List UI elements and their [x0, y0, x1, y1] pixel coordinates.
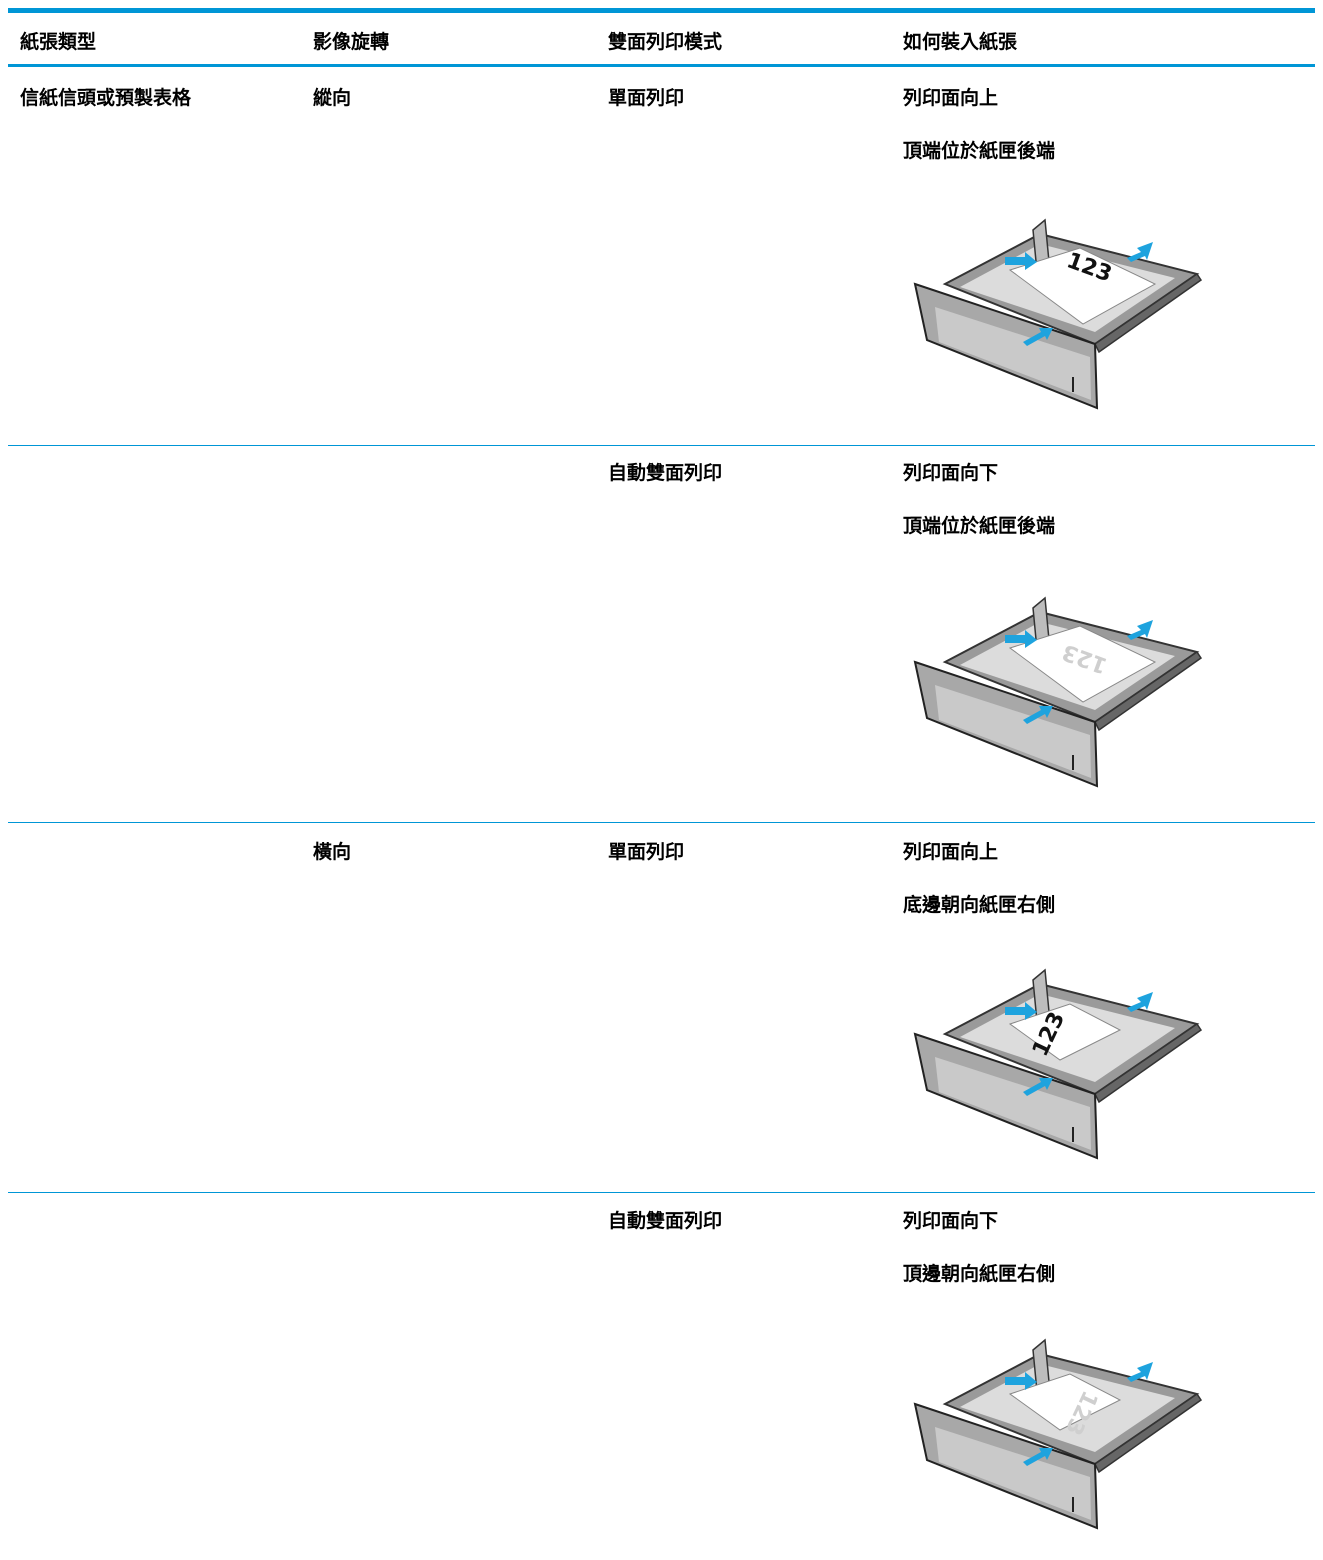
instruction: 底邊朝向紙匣右側: [903, 894, 1056, 916]
instruction: 頂端位於紙匣後端: [903, 515, 1056, 537]
instruction: 列印面向下: [903, 1210, 999, 1232]
duplex-mode: 單面列印: [608, 841, 685, 863]
tray-illustration: 123: [914, 219, 1202, 409]
column-header: 影像旋轉: [313, 31, 390, 53]
row-rule: [8, 822, 1315, 823]
tray-illustration: 123: [914, 969, 1202, 1159]
instruction: 頂邊朝向紙匣右側: [903, 1263, 1056, 1285]
header-rule: [8, 64, 1315, 67]
row-rule: [8, 1192, 1315, 1193]
duplex-mode: 單面列印: [608, 87, 685, 109]
column-header: 如何裝入紙張: [903, 31, 1018, 53]
rotation: 橫向: [313, 841, 352, 863]
instruction: 頂端位於紙匣後端: [903, 140, 1056, 162]
column-header: 雙面列印模式: [608, 31, 723, 53]
row-rule: [8, 445, 1315, 446]
tray-illustration: 123: [914, 1339, 1202, 1529]
paper-type: 信紙信頭或預製表格: [20, 87, 192, 109]
rotation: 縱向: [313, 87, 352, 109]
top-rule: [8, 8, 1315, 13]
tray-illustration: 123: [914, 597, 1202, 787]
instruction: 列印面向上: [903, 87, 999, 109]
duplex-mode: 自動雙面列印: [608, 1210, 723, 1232]
instruction: 列印面向上: [903, 841, 999, 863]
column-header: 紙張類型: [20, 31, 97, 53]
instruction: 列印面向下: [903, 462, 999, 484]
duplex-mode: 自動雙面列印: [608, 462, 723, 484]
